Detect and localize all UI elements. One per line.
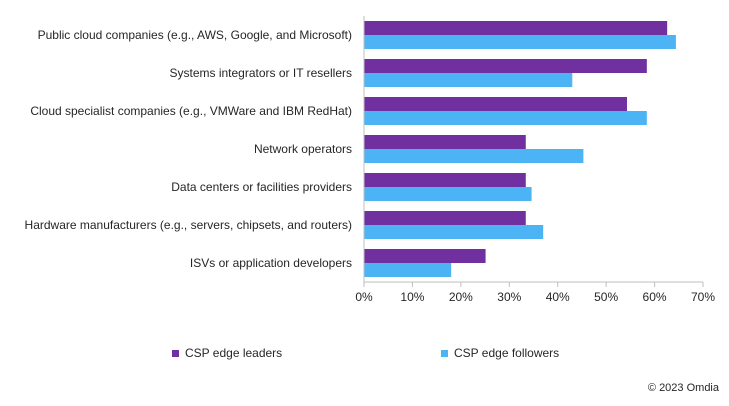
x-tick-label: 30% xyxy=(497,290,521,304)
copyright-notice: © 2023 Omdia xyxy=(647,382,719,394)
bar-followers-1 xyxy=(364,73,573,87)
bar-followers-0 xyxy=(364,35,676,49)
x-axis: 0% 10% 20% 30% 40% 50% 60% 70% xyxy=(355,281,715,304)
bars-group xyxy=(364,21,676,277)
x-tick-label: 50% xyxy=(594,290,618,304)
x-tick-label: 40% xyxy=(546,290,570,304)
category-label: Network operators xyxy=(254,142,352,156)
bar-leaders-2 xyxy=(364,97,627,111)
category-label: Data centers or facilities providers xyxy=(171,180,352,194)
bar-leaders-0 xyxy=(364,21,668,35)
legend-label-leaders: CSP edge leaders xyxy=(185,346,283,360)
x-tick-label: 0% xyxy=(355,290,373,304)
legend-item-csp-edge-followers: CSP edge followers xyxy=(441,346,559,360)
category-label: Hardware manufacturers (e.g., servers, c… xyxy=(25,218,352,232)
category-label: ISVs or application developers xyxy=(190,256,352,270)
bar-leaders-4 xyxy=(364,173,526,187)
legend-swatch-leaders xyxy=(172,349,179,357)
category-label: Systems integrators or IT resellers xyxy=(169,66,352,80)
legend-swatch-followers xyxy=(441,349,448,357)
bar-leaders-3 xyxy=(364,135,526,149)
bar-leaders-5 xyxy=(364,211,526,225)
bar-followers-5 xyxy=(364,225,544,239)
bar-followers-3 xyxy=(364,149,584,163)
category-label: Public cloud companies (e.g., AWS, Googl… xyxy=(38,28,352,42)
x-tick-label: 60% xyxy=(643,290,667,304)
x-tick-label: 20% xyxy=(449,290,473,304)
category-labels: Public cloud companies (e.g., AWS, Googl… xyxy=(25,28,352,270)
bar-followers-6 xyxy=(364,263,452,277)
legend-label-followers: CSP edge followers xyxy=(454,346,560,360)
bar-leaders-6 xyxy=(364,249,486,263)
category-label: Cloud specialist companies (e.g., VMWare… xyxy=(30,104,352,118)
x-tick-label: 70% xyxy=(691,290,715,304)
bar-followers-2 xyxy=(364,111,647,125)
x-tick-label: 10% xyxy=(400,290,424,304)
bar-followers-4 xyxy=(364,187,532,201)
bar-leaders-1 xyxy=(364,59,647,73)
legend-item-csp-edge-leaders: CSP edge leaders xyxy=(172,346,282,360)
